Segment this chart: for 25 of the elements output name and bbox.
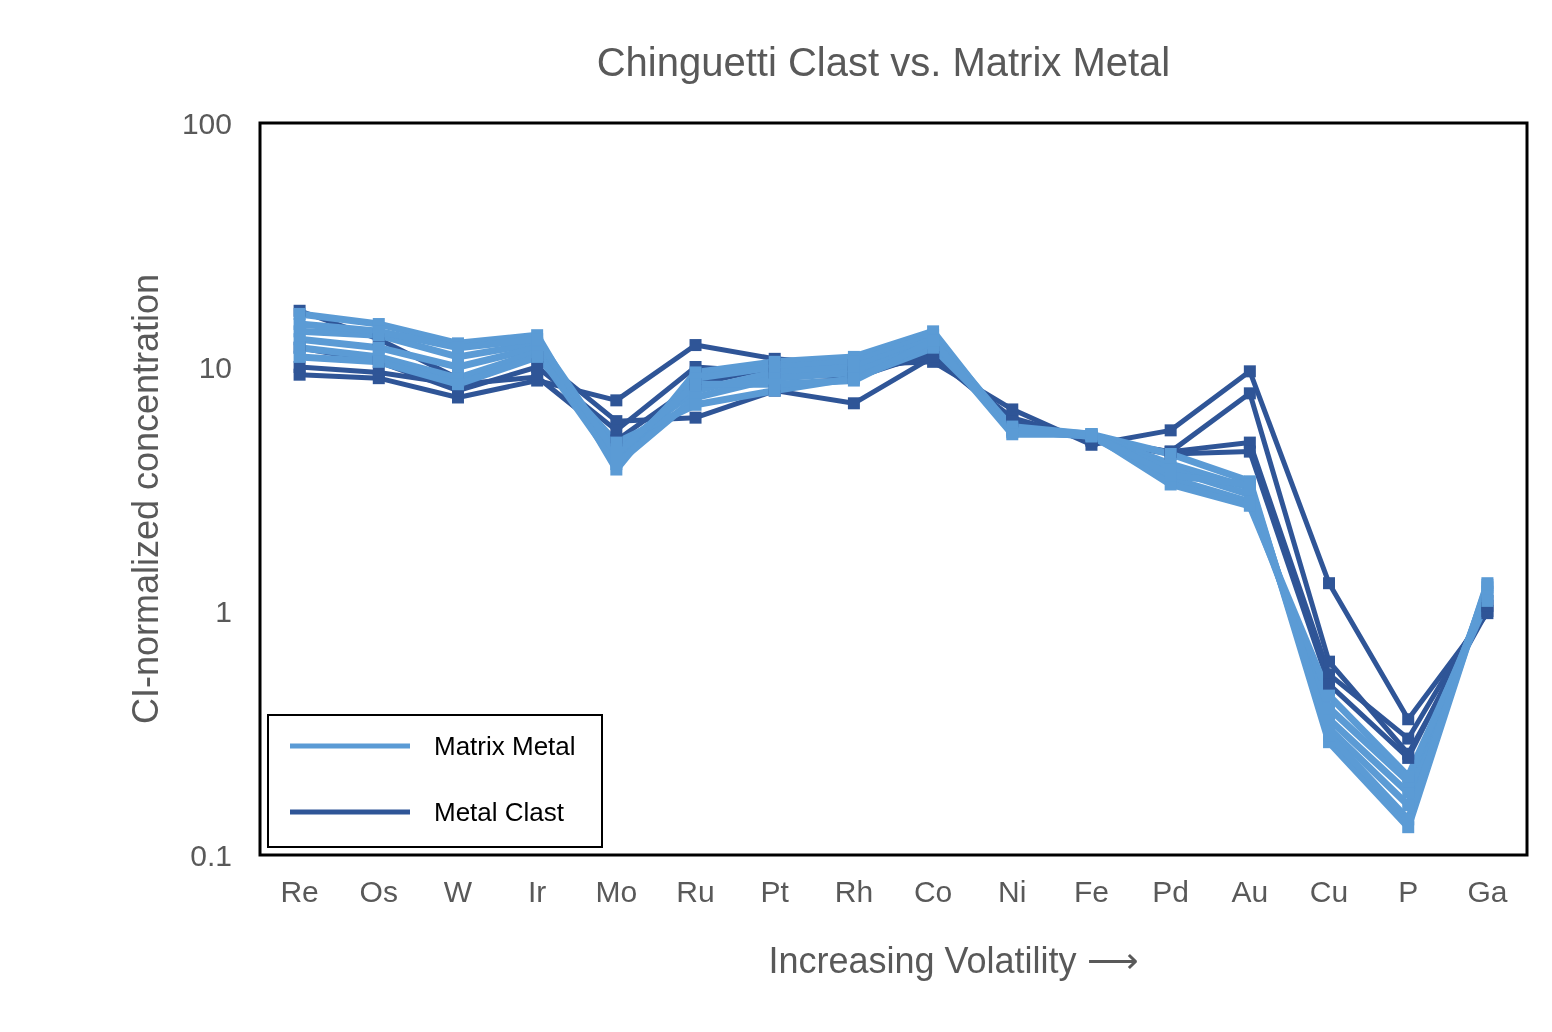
y-tick-label: 0.1	[190, 838, 232, 872]
x-tick-label: Ru	[676, 875, 715, 908]
legend-label: Metal Clast	[434, 797, 565, 828]
x-tick-label: Co	[913, 875, 953, 908]
x-tick-label: W	[443, 875, 473, 908]
y-tick-label: 100	[181, 106, 232, 140]
chart-title: Chinguetti Clast vs. Matrix Metal	[596, 40, 1171, 84]
x-tick-label: Ni	[998, 875, 1027, 908]
x-axis-title: Increasing Volatility ⟶	[768, 940, 1139, 981]
x-tick-label: Ir	[527, 875, 547, 908]
x-tick-label: Ga	[1467, 875, 1508, 908]
legend-label: Matrix Metal	[434, 731, 576, 762]
y-tick-label: 10	[198, 350, 232, 384]
x-tick-label: P	[1398, 875, 1419, 908]
x-tick-label: Os	[359, 875, 398, 908]
x-tick-label: Pt	[760, 875, 790, 908]
x-tick-label: Fe	[1073, 875, 1109, 908]
x-tick-label: Pd	[1152, 875, 1190, 908]
y-tick-label: 1	[215, 594, 232, 628]
x-tick-label: Rh	[834, 875, 874, 908]
x-tick-label: Re	[280, 875, 319, 908]
x-tick-label: Mo	[595, 875, 638, 908]
x-tick-label: Au	[1231, 875, 1269, 908]
x-tick-label: Cu	[1309, 875, 1349, 908]
y-axis-title: CI-normalized concentration	[125, 273, 166, 725]
